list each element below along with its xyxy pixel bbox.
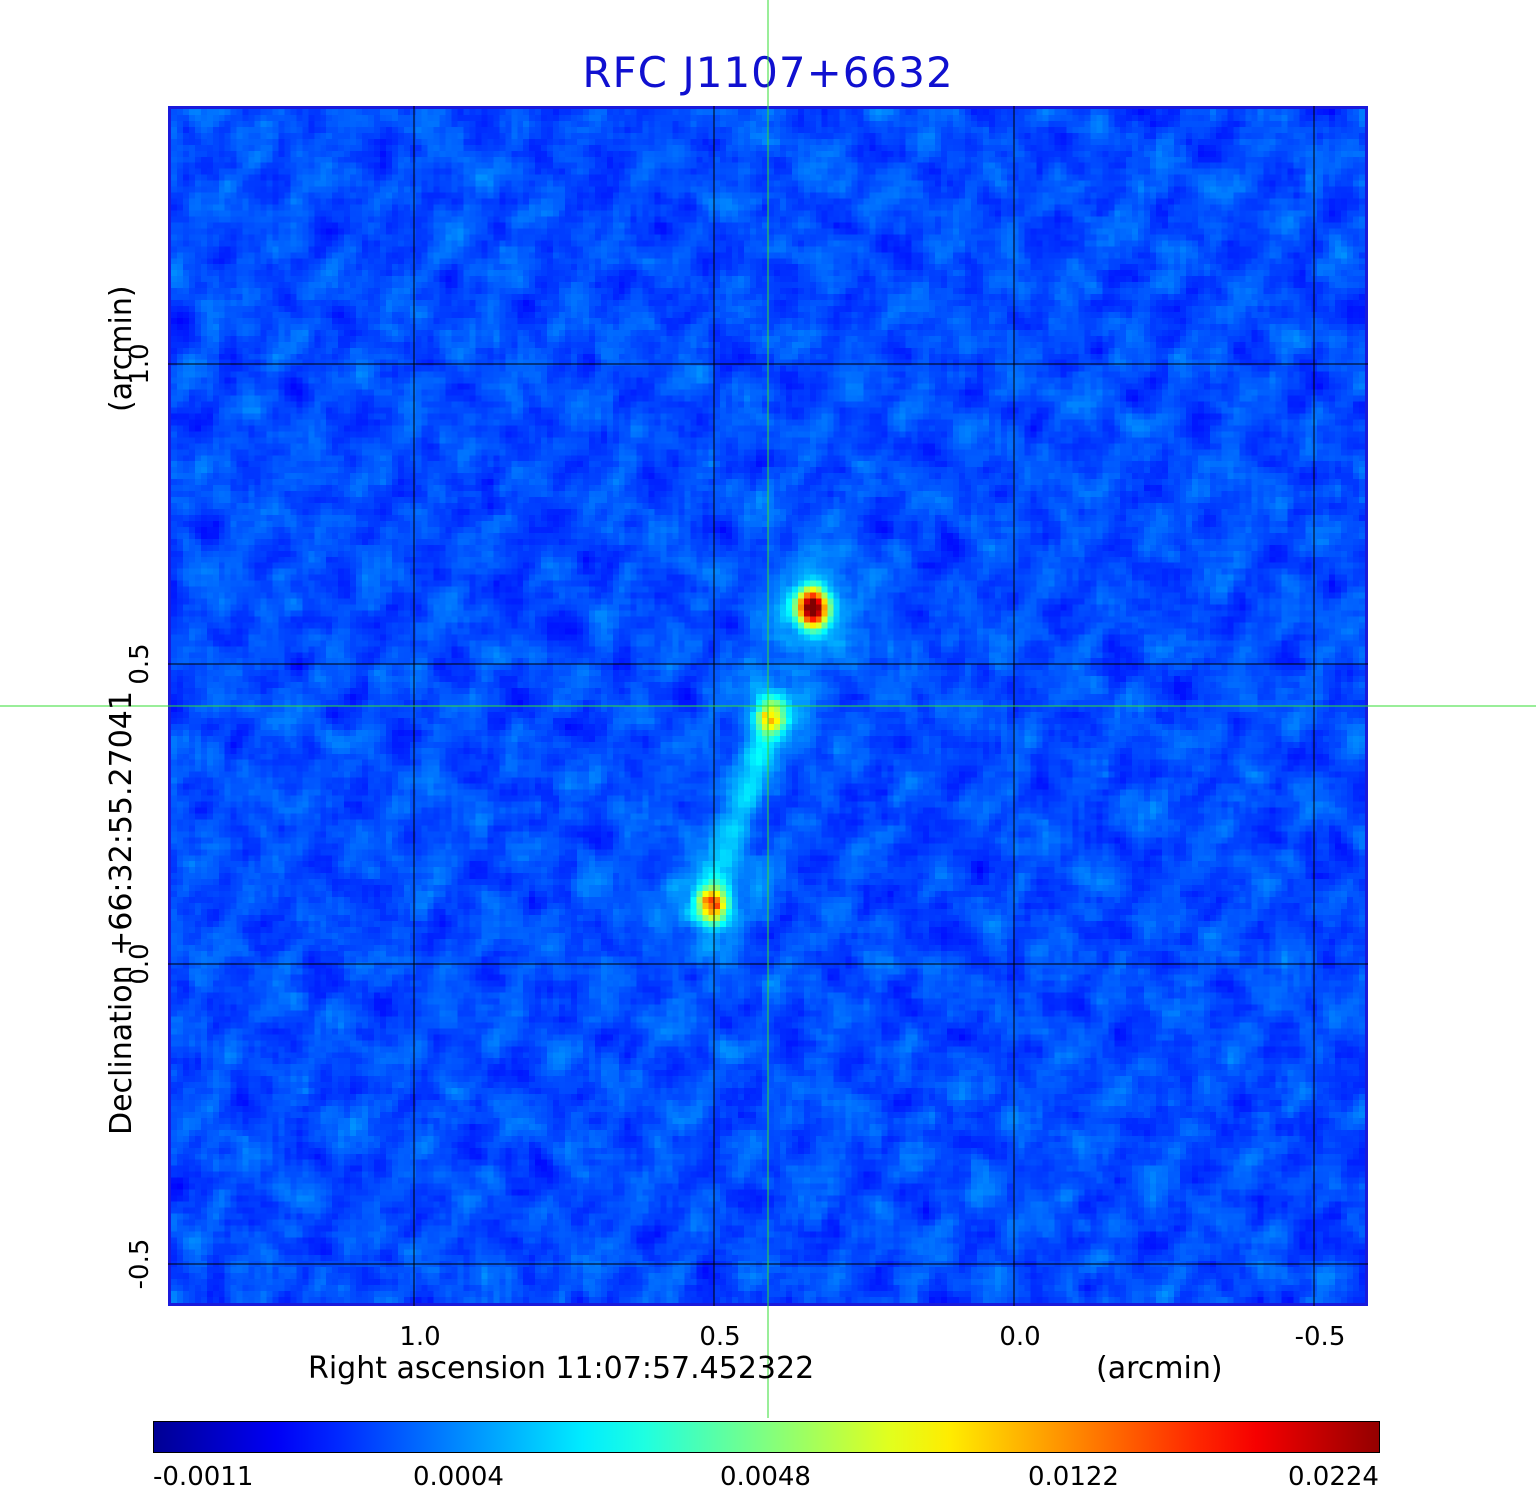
x-axis-label: Right ascension 11:07:57.452322 — [308, 1351, 814, 1386]
image-title: RFC J1107+6632 — [582, 48, 954, 97]
colorbar-label-2: 0.0048 — [720, 1462, 811, 1492]
colorbar — [153, 1421, 1380, 1453]
y-tick-label-3: -0.5 — [125, 1239, 155, 1290]
y-tick-label-0: 1.0 — [125, 343, 155, 384]
radio-image — [171, 109, 1365, 1303]
colorbar-label-1: 0.0004 — [413, 1462, 504, 1492]
colorbar-label-4: 0.0224 — [1288, 1462, 1379, 1492]
y-tick-label-2: 0.0 — [125, 943, 155, 984]
x-tick-label-1: 0.5 — [699, 1322, 740, 1352]
x-tick-label-2: 0.0 — [999, 1322, 1040, 1352]
y-axis-label: Declination +66:32:55.27041 — [104, 691, 139, 1135]
y-axis-unit: (arcmin) — [104, 285, 139, 412]
x-tick-label-3: -0.5 — [1295, 1322, 1346, 1352]
colorbar-label-0: -0.0011 — [153, 1462, 254, 1492]
colorbar-label-3: 0.0122 — [1028, 1462, 1119, 1492]
x-axis-unit: (arcmin) — [1096, 1351, 1223, 1386]
radio-image-panel[interactable] — [168, 106, 1368, 1306]
x-tick-label-0: 1.0 — [399, 1322, 440, 1352]
y-tick-label-1: 0.5 — [125, 643, 155, 684]
